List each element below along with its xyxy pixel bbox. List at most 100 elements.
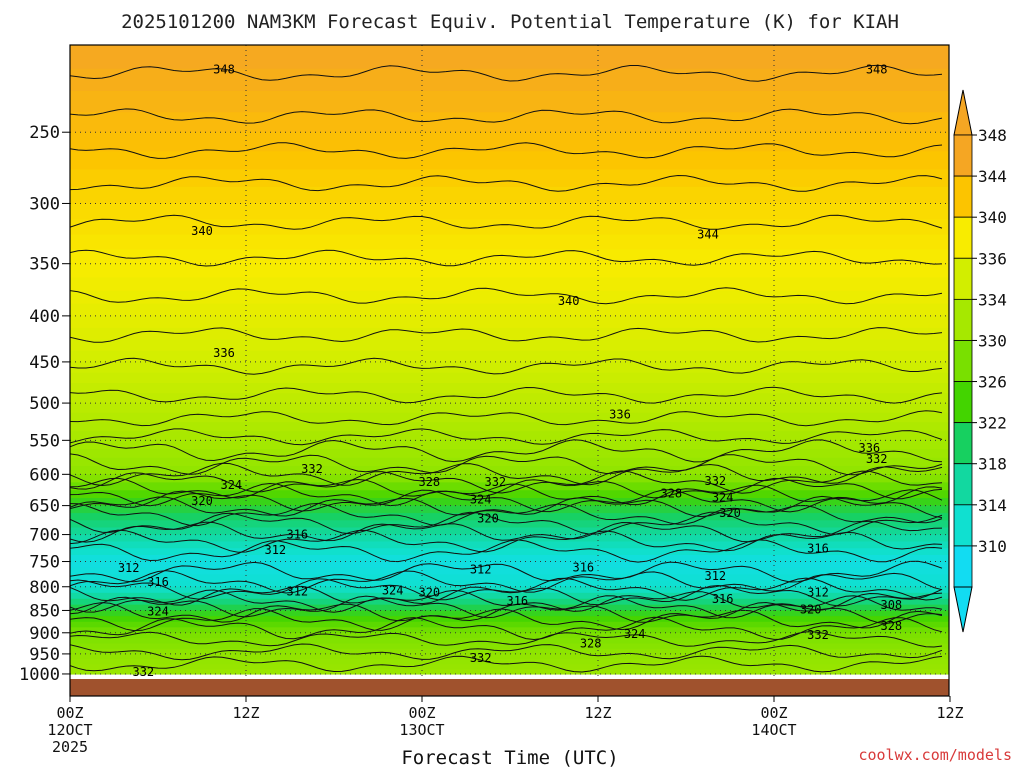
colorbar-label: 344 <box>978 167 1007 186</box>
color-band <box>70 203 949 221</box>
colorbar-segment <box>953 381 973 424</box>
colorbar-segment <box>953 298 973 341</box>
x-tick-label: 12Z <box>936 704 963 722</box>
grid-lines <box>70 45 949 679</box>
contour-label: 312 <box>118 561 140 575</box>
color-band <box>70 638 949 645</box>
contour-label-text: 324 <box>624 627 646 641</box>
color-band <box>70 249 949 265</box>
color-band <box>70 534 949 543</box>
contour-label-text: 332 <box>470 651 492 665</box>
contour-label-text: 328 <box>660 486 682 500</box>
color-band <box>70 541 949 549</box>
contour-label-text: 324 <box>470 493 492 507</box>
color-band <box>70 263 949 279</box>
colorbar-segment <box>953 216 973 259</box>
y-tick-label: 550 <box>29 431 60 451</box>
colorbar-segment <box>953 175 973 218</box>
color-band <box>70 91 949 113</box>
y-tick-label: 450 <box>29 353 60 373</box>
y-tick-label: 600 <box>29 465 60 485</box>
y-tick-label: 300 <box>29 194 60 214</box>
contour-label: 316 <box>286 528 308 542</box>
color-band <box>70 412 949 423</box>
color-band <box>70 659 949 665</box>
color-band <box>70 449 949 459</box>
contour-line <box>70 214 943 230</box>
plot-frame <box>69 44 950 697</box>
contour-label-text: 312 <box>264 543 286 557</box>
contour-label-text: 340 <box>558 294 580 308</box>
contour-label: 332 <box>132 665 154 679</box>
contour-label: 320 <box>719 506 741 520</box>
contour-line <box>70 616 943 641</box>
color-band <box>70 466 949 475</box>
color-band <box>70 498 949 507</box>
contour-line <box>70 142 943 159</box>
contour-label-text: 332 <box>484 475 506 489</box>
contour-label: 332 <box>484 475 506 489</box>
chart-title: 2025101200 NAM3KM Forecast Equiv. Potent… <box>121 11 899 33</box>
contour-label: 312 <box>286 585 308 599</box>
color-band <box>70 643 949 650</box>
colorbar-segment <box>953 134 973 177</box>
contour-line <box>70 655 943 673</box>
contour-label-text: 320 <box>418 586 440 600</box>
contour-label: 332 <box>866 452 888 466</box>
colorbar-label: 322 <box>978 414 1007 433</box>
contour-label: 320 <box>191 494 213 508</box>
colorbar-label: 314 <box>978 496 1007 515</box>
contour-line <box>70 477 943 500</box>
color-band <box>70 616 949 623</box>
color-band <box>70 574 949 582</box>
contour-label: 320 <box>477 512 499 526</box>
contour-label-text: 332 <box>301 462 323 476</box>
contour-line <box>70 502 943 527</box>
contour-label: 324 <box>712 491 734 505</box>
contour-label-text: 332 <box>132 665 154 679</box>
contour-line <box>70 631 943 648</box>
contour-label-text: 312 <box>807 586 829 600</box>
terrain-ground <box>70 679 949 696</box>
color-band <box>70 372 949 384</box>
color-band <box>70 422 949 432</box>
contour-line <box>70 601 943 625</box>
contour-label-text: 312 <box>118 561 140 575</box>
colorbar-label: 340 <box>978 208 1007 227</box>
color-band <box>70 505 949 514</box>
contour-line <box>70 608 943 632</box>
color-band <box>70 431 949 441</box>
color-band <box>70 567 949 575</box>
y-tick-label: 700 <box>29 526 60 546</box>
x-tick-label: 00Z <box>760 704 787 722</box>
contour-label: 312 <box>704 569 726 583</box>
color-band <box>70 315 949 329</box>
contour-line <box>70 439 943 463</box>
contour-line <box>70 462 943 487</box>
y-tick-label: 800 <box>29 578 60 598</box>
x-tick-label: 00Z <box>56 704 83 722</box>
y-tick-label: 350 <box>29 255 60 275</box>
contour-label-text: 348 <box>866 63 888 77</box>
contour-line <box>70 470 943 494</box>
contour-line <box>70 577 943 601</box>
contour-label: 316 <box>147 575 169 589</box>
contour-label: 312 <box>264 543 286 557</box>
color-band <box>70 457 949 467</box>
contour-label-text: 316 <box>286 528 308 542</box>
contour-label: 328 <box>418 475 440 489</box>
color-band <box>70 621 949 628</box>
color-band <box>70 350 949 363</box>
contour-line <box>70 482 943 507</box>
contour-line <box>70 386 943 404</box>
x-tick-label: 2025 <box>52 738 88 756</box>
y-tick-label: 750 <box>29 553 60 573</box>
contour-label-text: 316 <box>506 594 528 608</box>
contour-label: 324 <box>382 584 404 598</box>
color-band <box>70 561 949 569</box>
contour-line <box>70 453 943 476</box>
contour-line <box>70 570 943 594</box>
contour-label: 332 <box>807 628 829 642</box>
